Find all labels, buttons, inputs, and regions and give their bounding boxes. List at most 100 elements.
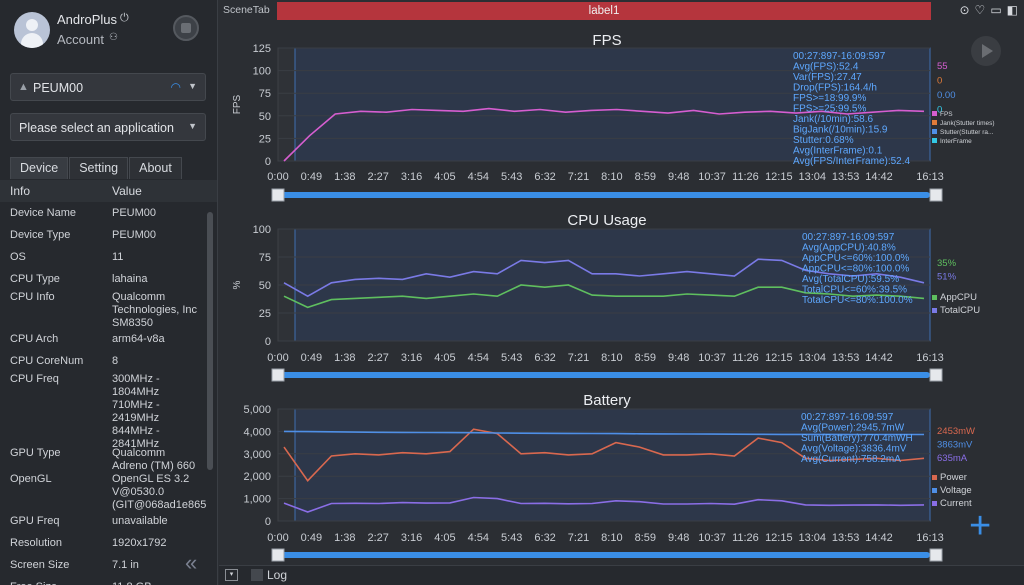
x-tick-label: 0:00	[267, 352, 288, 364]
avatar[interactable]	[14, 12, 50, 48]
slider-handle-right[interactable]	[929, 188, 943, 202]
x-tick-label: 16:13	[916, 171, 944, 183]
y-tick-label: 3,000	[243, 449, 271, 461]
slider-handle-left[interactable]	[271, 188, 285, 202]
legend-swatch	[932, 488, 937, 493]
tab-setting[interactable]: Setting	[69, 157, 129, 179]
device-select-value: PEUM00	[33, 81, 84, 95]
add-icon[interactable]: +	[969, 505, 992, 547]
x-tick-label: 13:53	[832, 352, 860, 364]
slider-handle-right[interactable]	[929, 368, 943, 382]
app-select[interactable]: Please select an application ▼	[10, 113, 206, 141]
legend-swatch	[932, 475, 937, 480]
current-value: 2453mW	[937, 426, 975, 437]
y-tick-label: 50	[259, 111, 271, 123]
current-value: 3863mV	[937, 440, 973, 451]
series-line	[283, 496, 925, 513]
info-row-key: Resolution	[10, 537, 62, 549]
tab-about[interactable]: About	[129, 157, 182, 179]
x-tick-label: 13:04	[798, 171, 826, 183]
x-tick-label: 13:04	[798, 532, 826, 544]
x-tick-label: 11:26	[732, 171, 759, 183]
x-tick-label: 5:43	[501, 352, 522, 364]
x-tick-label: 14:42	[865, 532, 893, 544]
info-row-value: unavailable	[112, 515, 168, 527]
account-label[interactable]: Account	[57, 32, 104, 47]
time-range-slider[interactable]	[278, 552, 930, 558]
y-tick-label: 75	[259, 88, 271, 100]
x-tick-label: 13:53	[832, 532, 860, 544]
y-tick-label: 2,000	[243, 471, 271, 483]
slider-handle-right[interactable]	[929, 548, 943, 562]
x-tick-label: 10:37	[698, 352, 726, 364]
x-tick-label: 9:48	[668, 171, 689, 183]
user-name: AndroPlus	[57, 12, 117, 27]
scene-tab[interactable]: SceneTab	[223, 4, 270, 16]
info-row-value: OpenGL ES 3.2 V@0530.0 (GIT@068ad1e865	[112, 473, 207, 511]
tab-device[interactable]: Device	[10, 157, 69, 179]
legend-swatch	[932, 120, 937, 125]
y-tick-label: 125	[253, 43, 271, 55]
folder-icon[interactable]: ▭	[990, 3, 1002, 17]
legend-label: Power	[940, 472, 967, 483]
x-tick-label: 9:48	[668, 352, 689, 364]
legend-label: FPS	[940, 111, 953, 118]
sidebar-scrollbar[interactable]	[207, 212, 213, 470]
x-tick-label: 8:10	[601, 171, 622, 183]
current-value: 0.00	[937, 90, 956, 101]
legend-label: Voltage	[940, 485, 972, 496]
y-tick-label: 0	[265, 336, 271, 348]
time-range-slider[interactable]	[278, 372, 930, 378]
chart-title: FPS	[592, 32, 621, 49]
device-select[interactable]: ▲ PEUM00 ◠ ▼	[10, 73, 206, 101]
x-tick-label: 0:49	[301, 352, 322, 364]
x-tick-label: 14:42	[865, 352, 893, 364]
slider-handle-left[interactable]	[271, 368, 285, 382]
stats-line: FPS>=25:99.5%	[793, 104, 866, 115]
x-tick-label: 5:43	[501, 532, 522, 544]
info-row-key: CPU Info	[10, 291, 55, 303]
y-tick-label: 0	[265, 516, 271, 528]
info-row-key: CPU CoreNum	[10, 355, 84, 367]
x-tick-label: 8:59	[635, 532, 656, 544]
pin-icon[interactable]: ♡	[974, 3, 986, 17]
x-tick-label: 6:32	[534, 171, 555, 183]
save-icon[interactable]: ◧	[1006, 3, 1018, 17]
info-row-key: Device Name	[10, 207, 77, 219]
x-tick-label: 3:16	[401, 532, 422, 544]
y-tick-label: 1,000	[243, 494, 271, 506]
info-row-key: Free Size	[10, 581, 57, 585]
power-icon[interactable]: ⏻	[120, 12, 129, 24]
current-value: 0	[937, 76, 942, 87]
collapse-sidebar-icon[interactable]: «	[185, 550, 198, 575]
stats-line: Stutter:0.68%	[793, 135, 854, 146]
location-icon[interactable]: ⊙	[959, 3, 970, 17]
legend-swatch	[932, 308, 937, 313]
y-tick-label: 25	[259, 308, 271, 320]
info-row-value: 8	[112, 355, 119, 367]
info-row-value: arm64-v8a	[112, 333, 165, 345]
info-row-key: CPU Type	[10, 273, 60, 285]
series-line	[283, 258, 925, 298]
play-button[interactable]	[971, 36, 1001, 66]
x-tick-label: 4:05	[434, 171, 455, 183]
stats-line: Avg(AppCPU):40.8%	[802, 243, 896, 254]
y-tick-label: 0	[265, 156, 271, 168]
label-banner: label1	[277, 2, 931, 20]
info-row-value: Qualcomm Technologies, Inc SM8350	[112, 291, 197, 329]
x-tick-label: 1:38	[334, 532, 355, 544]
y-tick-label: 50	[259, 280, 271, 292]
account-switch-icon[interactable]: ⚇	[109, 32, 118, 43]
info-row-key: Screen Size	[10, 559, 70, 571]
slider-handle-left[interactable]	[271, 548, 285, 562]
log-checkbox[interactable]	[251, 569, 263, 581]
chart-title: CPU Usage	[567, 212, 646, 229]
legend-swatch	[932, 295, 937, 300]
download-icon[interactable]: ▾	[225, 569, 238, 581]
stats-line: Drop(FPS):164.4/h	[793, 83, 877, 94]
record-button[interactable]	[173, 15, 199, 41]
info-row-value: lahaina	[112, 273, 148, 285]
time-range-slider[interactable]	[278, 192, 930, 198]
stats-line: Avg(Current):758.2mA	[801, 454, 901, 465]
